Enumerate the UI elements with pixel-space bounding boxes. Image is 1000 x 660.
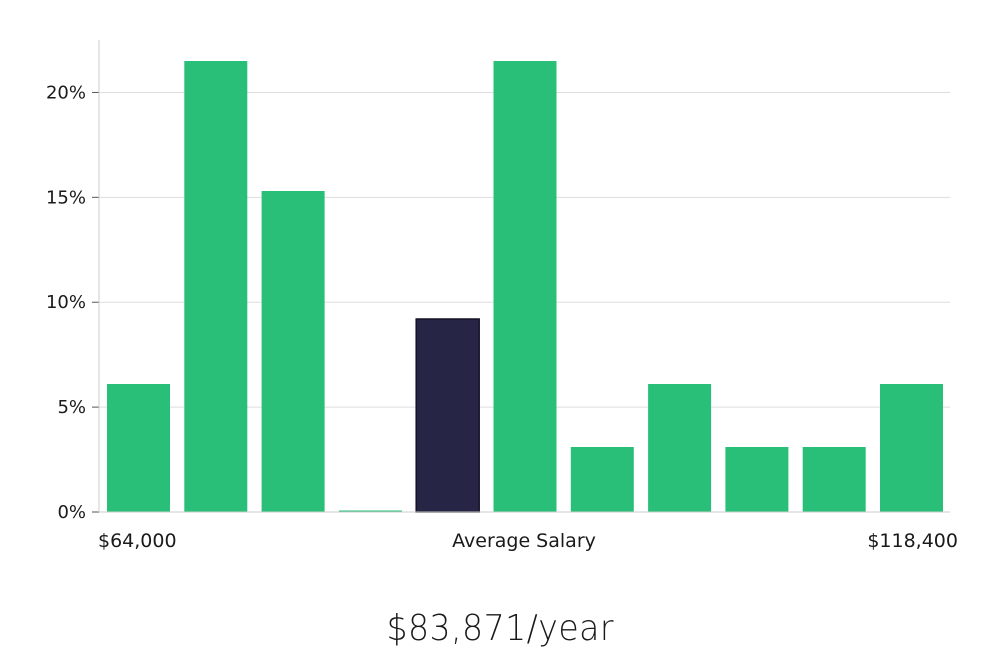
x-label-max: $118,400 bbox=[867, 530, 958, 552]
y-tick-label: 15% bbox=[46, 187, 86, 208]
y-tick-label: 0% bbox=[57, 502, 86, 523]
bar bbox=[184, 61, 248, 512]
bar bbox=[725, 447, 789, 512]
bar bbox=[648, 384, 712, 512]
bar-highlighted bbox=[415, 318, 480, 513]
bar bbox=[338, 510, 402, 512]
x-label-min: $64,000 bbox=[98, 530, 177, 552]
average-salary-value: $83,871/year bbox=[386, 608, 615, 649]
y-axis-ticks: 0% 5% 10% 15% 20% bbox=[46, 82, 99, 523]
bar bbox=[880, 384, 943, 512]
bar bbox=[493, 61, 557, 512]
bar bbox=[107, 384, 170, 512]
bar bbox=[261, 191, 325, 512]
x-label-center: Average Salary bbox=[452, 530, 596, 552]
salary-histogram: 0% 5% 10% 15% 20% $64,000 Average Salary $11… bbox=[46, 40, 958, 552]
y-tick-label: 5% bbox=[57, 397, 86, 418]
bars bbox=[107, 61, 943, 513]
bar bbox=[802, 447, 866, 512]
y-tick-label: 20% bbox=[46, 82, 86, 103]
chart-svg: 0% 5% 10% 15% 20% $64,000 Average Salary $11… bbox=[46, 40, 958, 552]
bar bbox=[570, 447, 634, 512]
y-tick-label: 10% bbox=[46, 292, 86, 313]
